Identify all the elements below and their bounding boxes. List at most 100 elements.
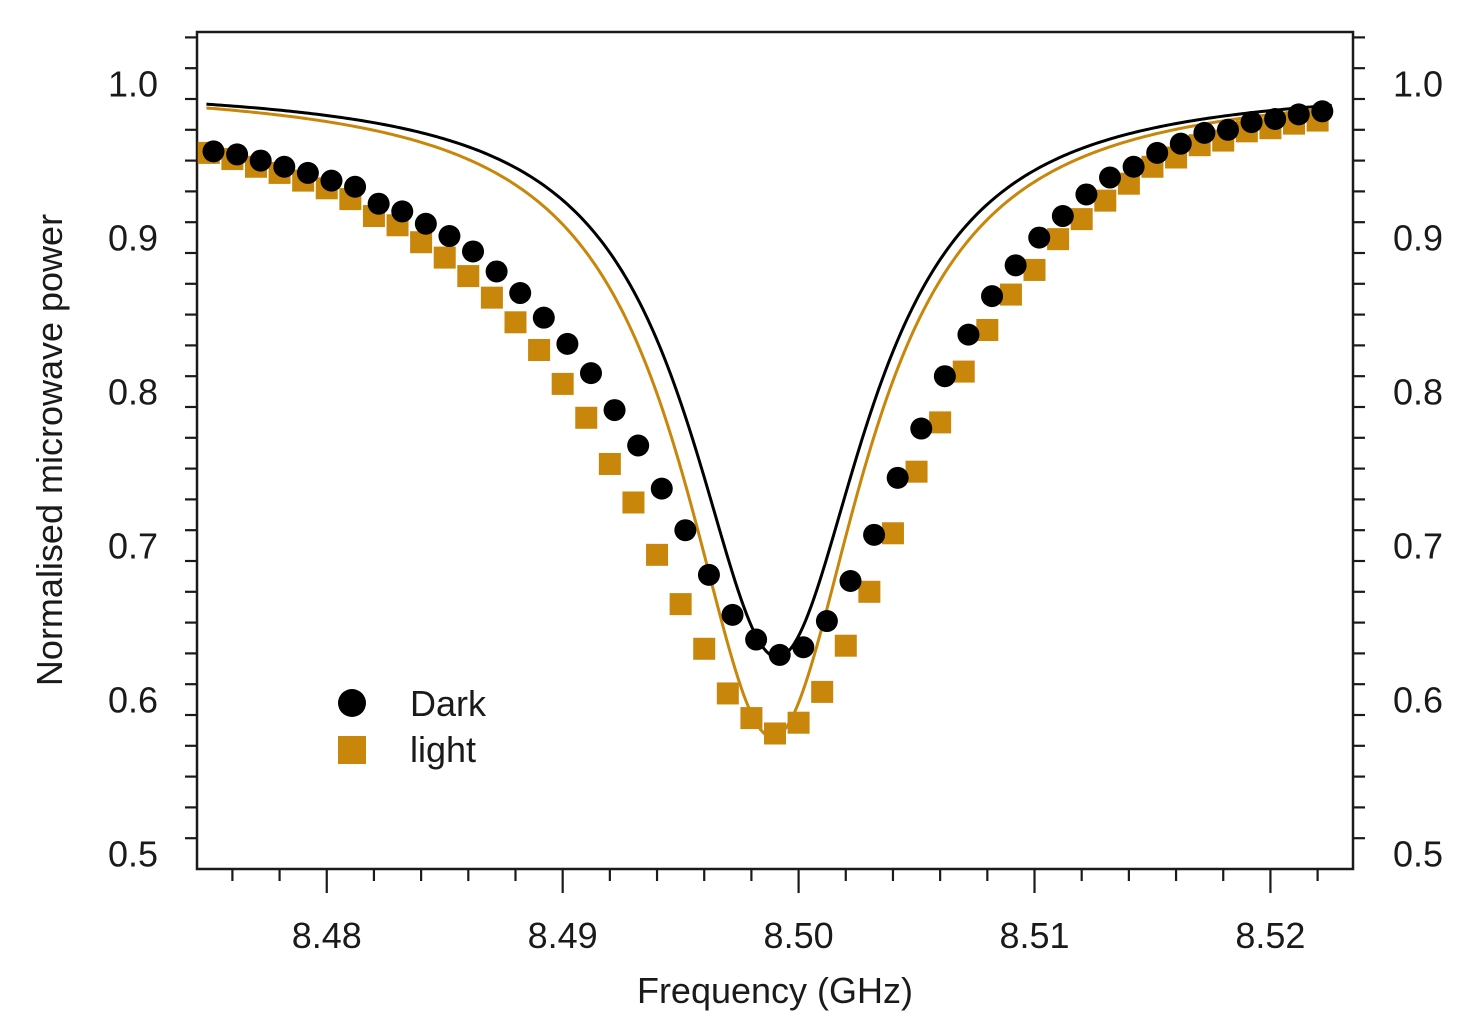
dark-point	[579, 362, 602, 385]
y-tick-label: 0.6	[108, 680, 158, 721]
dark-point	[202, 140, 225, 163]
y-tick-label: 0.5	[108, 834, 158, 875]
light-point	[480, 286, 503, 309]
left-tick-labels: 0.5 0.6 0.7 0.8 0.9 1.0	[108, 64, 158, 875]
dark-point	[320, 169, 343, 192]
bottom-axis-ticks	[231, 869, 1319, 893]
light-point	[622, 491, 645, 514]
dark-point	[1287, 103, 1310, 126]
x-tick-label: 8.49	[528, 915, 598, 956]
dark-point	[697, 563, 720, 586]
light-point	[551, 372, 574, 395]
dark-point	[721, 603, 744, 626]
y-tick-label-right: 0.6	[1393, 680, 1443, 721]
legend-label-light: light	[410, 729, 476, 770]
dark-point	[886, 466, 909, 489]
data-markers	[197, 100, 1334, 745]
light-point	[693, 637, 716, 660]
dark-point	[1051, 205, 1074, 228]
x-tick-label: 8.51	[999, 915, 1069, 956]
legend-label-dark: Dark	[410, 683, 487, 724]
dark-point	[273, 155, 296, 178]
light-point	[787, 711, 810, 734]
dark-point	[768, 643, 791, 666]
light-point	[598, 452, 621, 475]
y-tick-label: 0.8	[108, 372, 158, 413]
light-point	[528, 339, 551, 362]
light-point	[976, 318, 999, 341]
plot-frame	[195, 30, 1355, 871]
dark-point	[933, 365, 956, 388]
y-tick-label: 0.9	[108, 218, 158, 259]
light-point	[881, 522, 904, 545]
dark-point	[249, 149, 272, 172]
light-point	[716, 682, 739, 705]
dark-point	[1099, 166, 1122, 189]
dark-point	[226, 143, 249, 166]
fit-line-dark	[206, 102, 1332, 659]
light-point	[811, 680, 834, 703]
y-tick-label-right: 0.9	[1393, 218, 1443, 259]
x-tick-label: 8.52	[1235, 915, 1305, 956]
dark-point	[438, 225, 461, 248]
x-tick-label: 8.50	[764, 915, 834, 956]
light-point	[929, 411, 952, 434]
dark-point	[1028, 226, 1051, 249]
light-point	[740, 707, 763, 730]
light-point	[504, 311, 527, 334]
dark-point	[1264, 108, 1287, 131]
dark-point	[485, 260, 508, 283]
light-point	[669, 593, 692, 616]
dark-point	[344, 175, 367, 198]
dark-point	[792, 636, 815, 659]
light-point	[433, 246, 456, 269]
legend-marker-light	[338, 736, 366, 764]
y-tick-label: 1.0	[108, 64, 158, 105]
dark-point	[1075, 183, 1098, 206]
light-point	[764, 722, 786, 745]
light-point	[646, 543, 669, 566]
dark-point	[1004, 254, 1027, 277]
dark-point	[532, 306, 555, 329]
light-point	[858, 580, 881, 603]
light-point	[1117, 172, 1140, 195]
light-point	[575, 406, 598, 429]
dark-point	[1240, 111, 1263, 134]
dark-point	[910, 417, 933, 440]
dark-point	[414, 212, 437, 235]
y-tick-label-right: 0.8	[1393, 372, 1443, 413]
dark-point	[1122, 155, 1145, 178]
dark-point	[1311, 100, 1334, 123]
light-point	[1094, 189, 1117, 212]
dark-point	[981, 285, 1004, 308]
dark-point	[815, 610, 838, 633]
dark-point	[367, 192, 390, 215]
light-point	[410, 231, 433, 254]
dark-point	[674, 519, 697, 542]
x-tick-labels: 8.48 8.49 8.50 8.51 8.52	[292, 915, 1306, 956]
y-tick-label-right: 0.7	[1393, 526, 1443, 567]
light-point	[999, 283, 1022, 306]
legend: Dark light	[338, 683, 487, 770]
light-point	[457, 265, 480, 288]
dark-point	[1169, 132, 1192, 155]
y-tick-label: 0.7	[108, 526, 158, 567]
dark-point	[957, 323, 980, 346]
x-tick-label: 8.48	[292, 915, 362, 956]
y-axis-label: Normalised microwave power	[29, 214, 70, 686]
dark-point	[863, 523, 886, 546]
dark-point	[1193, 121, 1216, 144]
dark-point	[745, 628, 768, 651]
light-point	[905, 460, 928, 483]
right-tick-labels: 0.5 0.6 0.7 0.8 0.9 1.0	[1393, 64, 1443, 875]
light-point	[1070, 208, 1093, 231]
dark-point	[509, 282, 532, 305]
light-point	[834, 634, 857, 657]
light-point	[952, 360, 975, 383]
x-axis-label: Frequency (GHz)	[637, 970, 913, 1011]
left-axis-ticks	[185, 36, 197, 840]
light-point	[1023, 258, 1046, 281]
dark-point	[1146, 141, 1169, 164]
dark-point	[627, 434, 650, 457]
